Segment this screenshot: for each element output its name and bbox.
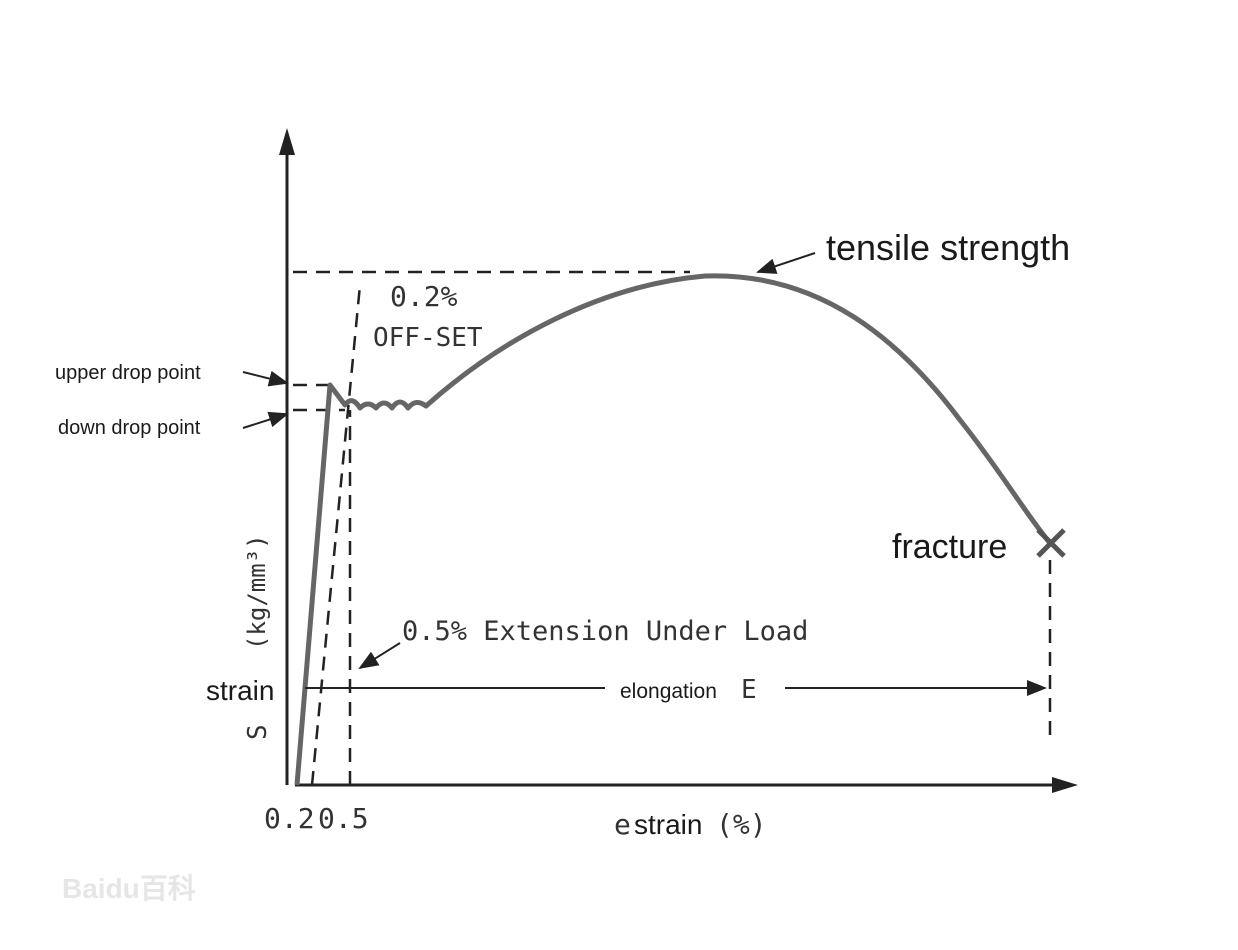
label: tensile strength (826, 227, 1070, 268)
label: 0.2% (390, 280, 458, 313)
tick-label: 0.2 (264, 802, 315, 835)
watermark: Baidu百科 (62, 873, 196, 904)
label: (kg/mm³) (243, 534, 271, 650)
x-arrow (1052, 777, 1078, 793)
label: E (741, 675, 757, 705)
fracture-mark (1036, 528, 1066, 558)
tick-label: 0.5 (318, 802, 369, 835)
label: (%) (716, 808, 767, 841)
label: strain (634, 809, 702, 840)
offset-line (310, 284, 362, 786)
pointer (756, 252, 816, 274)
label: OFF-SET (373, 323, 483, 353)
label: upper drop point (55, 362, 201, 384)
label: S (243, 724, 273, 740)
pointer (358, 642, 401, 670)
label: fracture (892, 528, 1007, 566)
stress-strain-curve (294, 273, 1052, 786)
label: e (614, 808, 631, 841)
label: elongation (620, 680, 717, 703)
pointer (242, 411, 289, 429)
label: down drop point (58, 417, 201, 439)
pointer (242, 370, 289, 387)
label: 0.5% Extension Under Load (402, 616, 808, 647)
label: strain (206, 675, 274, 706)
y-arrow (279, 128, 295, 155)
